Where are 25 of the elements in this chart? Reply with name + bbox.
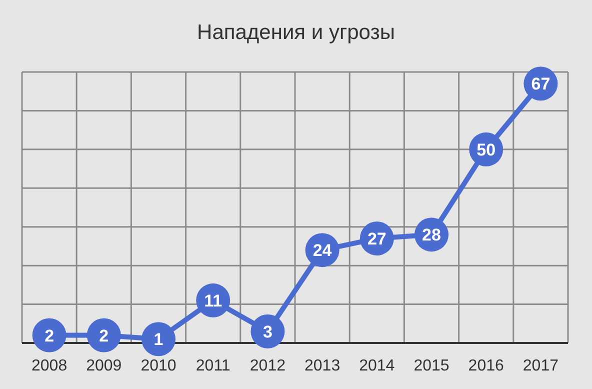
chart-title: Нападения и угрозы — [196, 20, 396, 46]
data-label: 2 — [99, 326, 109, 346]
point — [250, 314, 285, 348]
data-label: 3 — [262, 322, 272, 342]
data-label: 1 — [154, 330, 164, 350]
data-label: 50 — [476, 140, 496, 160]
point — [86, 318, 121, 352]
data-label: 24 — [312, 241, 332, 260]
x-tick-label: 2010 — [140, 357, 176, 374]
data-label: 28 — [422, 226, 441, 245]
x-tick-label: 2014 — [359, 357, 395, 374]
data-label: 67 — [531, 74, 550, 94]
x-tick-label: 2008 — [32, 357, 68, 374]
x-tick-label: 2011 — [196, 357, 230, 374]
point — [142, 322, 176, 356]
point — [32, 318, 66, 352]
data-label: 11 — [204, 291, 222, 310]
x-tick-label: 2017 — [522, 357, 559, 374]
data-label: 2 — [44, 326, 54, 346]
x-tick-label: 2013 — [304, 357, 340, 374]
x-tick-label: 2009 — [86, 357, 122, 374]
data-label: 27 — [367, 229, 386, 248]
x-tick-label: 2012 — [250, 357, 286, 374]
x-tick-label: 2016 — [468, 357, 504, 374]
x-tick-label: 2015 — [414, 357, 450, 374]
